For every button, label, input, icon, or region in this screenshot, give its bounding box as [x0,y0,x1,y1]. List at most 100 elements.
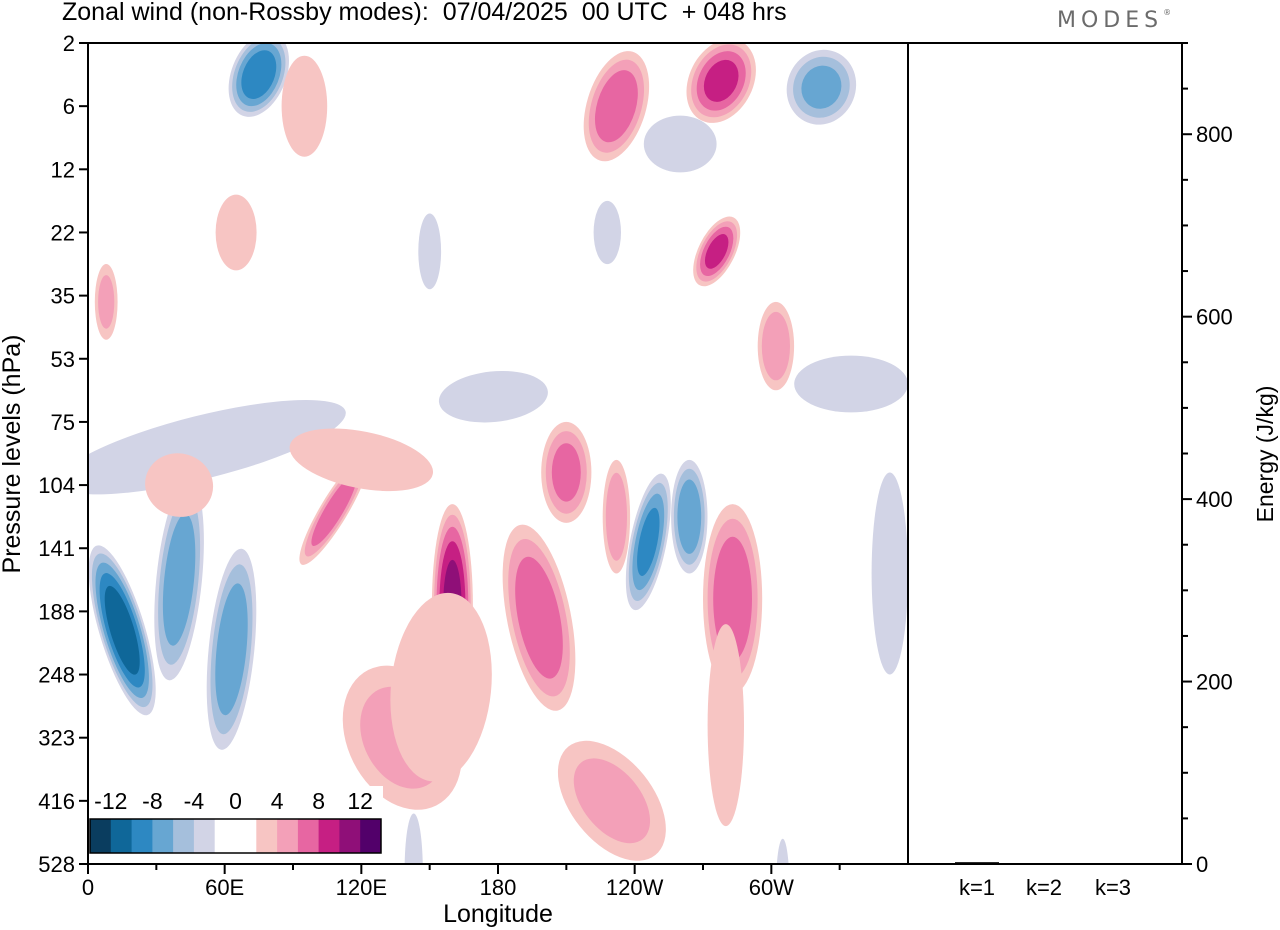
x-axis-title: Longitude [443,900,553,928]
energy-panel-frame [907,42,1183,865]
wind-contour [515,556,563,679]
wind-cell [557,740,666,861]
wind-cell [228,43,289,117]
wind-contour [605,472,628,561]
colorbar-swatch [90,819,112,853]
colorbar-swatch [360,819,382,853]
energy-axis-title: Energy (J/kg) [1252,386,1278,523]
pressure-tick-label: 248 [38,663,75,688]
energy-bars: k=1 k=2 k=3 [955,862,1135,900]
wind-contour [593,200,621,265]
pressure-tick-label: 53 [51,347,75,372]
wind-contour [643,115,717,173]
pressure-tick-label: 416 [38,789,75,814]
wind-cell [593,200,621,265]
colorbar-swatch [152,819,174,853]
wind-cell [693,216,741,287]
longitude-tick-label: 0 [82,875,94,900]
wind-contour [704,234,729,269]
energy-tick-label: 0 [1196,852,1208,877]
longitude-axis: 0 60E 120E 180 120W 60W [82,864,841,900]
pressure-tick-label: 35 [51,284,75,309]
pressure-tick-label: 22 [51,220,75,245]
wind-contour [215,583,248,716]
wind-cell [418,213,442,290]
pressure-tick-label: 2 [63,31,75,56]
wind-cell [757,301,795,391]
wind-cell [671,459,708,574]
wind-contour [761,311,791,381]
wind-cell [583,51,650,162]
registered-mark: ® [1163,8,1172,17]
colorbar-label: -8 [142,788,162,814]
pressure-tick-label: 12 [51,157,75,182]
y-axis-title: Pressure levels (hPa) [0,335,26,574]
wind-contour [637,507,660,576]
colorbar-swatch [318,819,340,853]
wind-contour [594,70,638,143]
logo-text: MODES [1057,8,1164,33]
energy-bar [1091,863,1135,865]
energy-category-label: k=3 [1095,875,1131,900]
energy-tick-label: 600 [1196,305,1233,330]
colorbar-swatch [235,819,257,853]
colorbar-swatch [193,819,216,853]
colorbar-label: 8 [312,788,325,814]
wind-cell [643,115,717,173]
colorbar-label: -12 [94,788,127,814]
energy-axis: 0 200 400 600 800 [1182,42,1233,877]
wind-contour [281,55,328,157]
wind-contour [707,624,744,827]
wind-cell [794,355,908,413]
wind-contour [438,370,548,423]
wind-contour [390,592,492,782]
energy-category-label: k=2 [1026,875,1062,900]
colorbar-label: 0 [229,788,242,814]
wind-cell [438,370,548,423]
wind-cell [215,194,257,271]
wind-contour [794,355,908,413]
wind-cell [289,428,434,492]
wind-field [88,43,908,864]
pressure-tick-label: 6 [63,94,75,119]
wind-contour [289,428,434,492]
wind-cell [88,545,156,716]
wind-contour [104,585,140,675]
wind-cell [686,43,756,123]
wind-cell [541,421,592,523]
longitude-tick-label: 60W [749,875,794,900]
wind-contour [776,838,789,864]
energy-tick-label: 400 [1196,487,1233,512]
energy-tick-label: 200 [1196,670,1233,695]
wind-contour [215,194,257,271]
energy-category-label: k=1 [959,875,995,900]
modes-logo: MODES® [1057,8,1171,33]
wind-cell [390,592,492,782]
energy-tick-label: 800 [1196,122,1233,147]
wind-cell [502,524,576,711]
colorbar-swatch [214,819,236,853]
longitude-tick-label: 120E [336,875,387,900]
wind-contour [98,275,115,329]
wind-contour [145,453,214,517]
longitude-tick-label: 120W [606,875,664,900]
wind-cell [206,548,257,750]
wind-contour [418,213,442,290]
wind-contour [241,50,277,99]
colorbar-swatch [131,819,153,853]
longitude-tick-label: 180 [480,875,517,900]
pressure-tick-label: 323 [38,726,75,751]
wind-contour [573,758,651,844]
wind-contour [871,472,908,675]
colorbar: -12 -8 -4 0 4 8 12 [88,786,383,864]
colorbar-swatch [297,819,320,853]
wind-contour [88,400,346,495]
wind-contour [311,474,357,546]
wind-cell [602,459,631,574]
wind-cell [94,264,118,340]
wind-cell [88,400,346,495]
wind-cell [707,624,744,827]
longitude-tick-label: 60E [205,875,244,900]
wind-contour [703,59,739,102]
pressure-tick-label: 141 [38,536,75,561]
